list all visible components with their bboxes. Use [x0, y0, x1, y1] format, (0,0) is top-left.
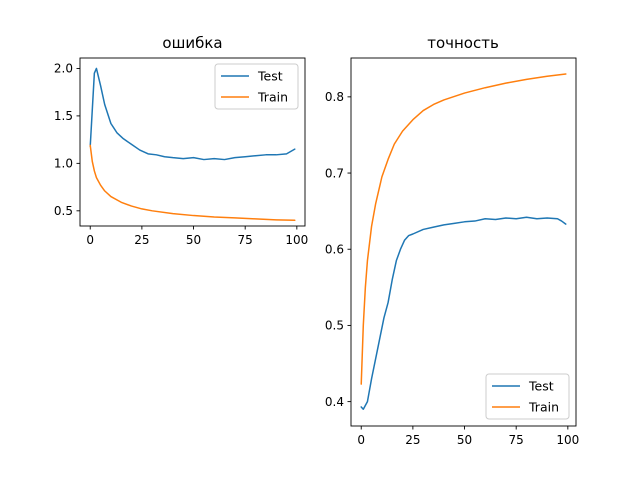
accuracy-x-tick-label: 25 [405, 433, 420, 447]
loss-x-tick-label: 0 [86, 233, 94, 247]
loss-legend: Test Train [214, 63, 299, 110]
loss-legend-train-label: Train [257, 90, 288, 105]
accuracy-y-tick-label: 0.7 [325, 166, 344, 180]
accuracy-y-ticks: 0.4 0.5 0.6 0.7 0.8 [325, 90, 351, 409]
loss-series-layer [89, 67, 296, 222]
accuracy-legend: Test Train [485, 373, 570, 420]
accuracy-legend-train-label: Train [528, 400, 559, 415]
accuracy-x-tick-label: 50 [457, 433, 472, 447]
loss-chart-title: ошибка [162, 34, 222, 52]
accuracy-plot-frame [350, 57, 577, 427]
loss-x-tick-label: 25 [134, 233, 149, 247]
accuracy-series-layer [360, 73, 567, 410]
loss-x-tick-label: 75 [238, 233, 253, 247]
accuracy-x-tick-label: 100 [556, 433, 579, 447]
accuracy-y-tick-label: 0.5 [325, 319, 344, 333]
accuracy-y-tick-label: 0.4 [325, 395, 344, 409]
loss-series-train-line [89, 144, 296, 222]
loss-y-tick-label: 1.5 [54, 109, 73, 123]
loss-y-tick-label: 0.5 [54, 204, 73, 218]
loss-y-ticks: 0.5 1.0 1.5 2.0 [54, 62, 80, 218]
accuracy-x-tick-label: 75 [509, 433, 524, 447]
loss-legend-test-label: Test [257, 69, 283, 84]
loss-plot-frame [79, 57, 306, 227]
loss-chart: ошибка 0 25 50 75 100 0.5 1.0 1.5 2.0 Test Trai… [54, 34, 308, 247]
accuracy-series-train-line [360, 73, 567, 385]
accuracy-x-ticks: 0 25 50 75 100 [357, 426, 579, 447]
accuracy-series-test-line [360, 216, 567, 410]
accuracy-chart: точность 0 25 50 75 100 0.4 0.5 0.6 0.7 0.8 Test… [325, 34, 579, 447]
accuracy-y-tick-label: 0.6 [325, 243, 344, 257]
accuracy-x-tick-label: 0 [357, 433, 365, 447]
loss-x-ticks: 0 25 50 75 100 [86, 226, 308, 247]
loss-x-tick-label: 50 [186, 233, 201, 247]
accuracy-chart-title: точность [427, 34, 499, 52]
loss-y-tick-label: 1.0 [54, 157, 73, 171]
loss-x-tick-label: 100 [285, 233, 308, 247]
loss-series-test-line [89, 67, 296, 161]
accuracy-legend-test-label: Test [528, 379, 554, 394]
accuracy-y-tick-label: 0.8 [325, 90, 344, 104]
loss-y-tick-label: 2.0 [54, 62, 73, 76]
